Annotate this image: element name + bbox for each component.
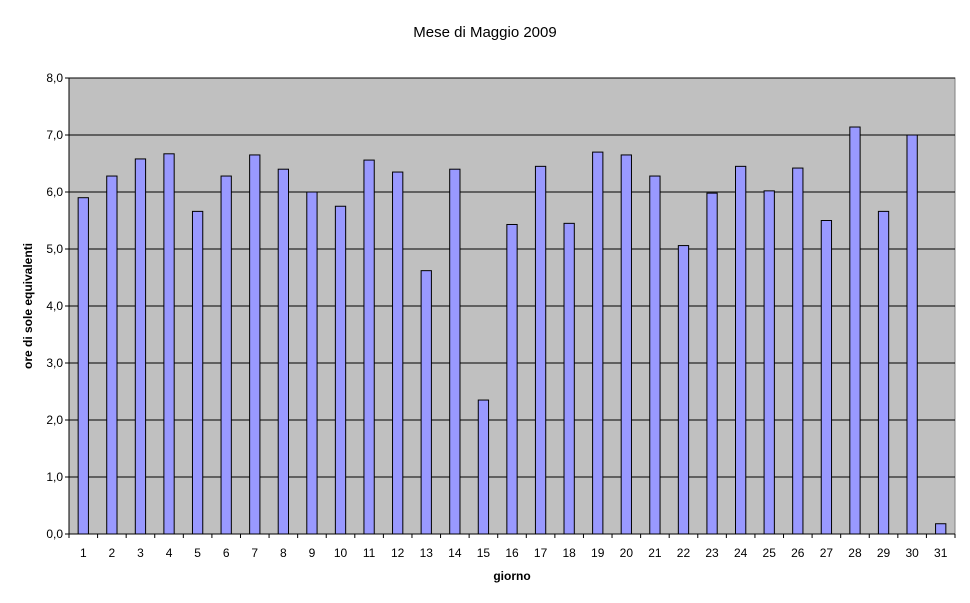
x-tick-label: 19 <box>591 546 605 560</box>
x-axis-label: giorno <box>493 569 530 583</box>
x-tick-label: 17 <box>534 546 548 560</box>
y-tick-label: 8,0 <box>46 71 63 85</box>
bar <box>620 154 632 535</box>
x-tick-label: 7 <box>251 546 258 560</box>
x-tick-label: 5 <box>194 546 201 560</box>
x-tick-label: 15 <box>477 546 491 560</box>
y-tick-label: 0,0 <box>46 527 63 541</box>
axes <box>65 77 956 538</box>
x-tick-label: 27 <box>820 546 834 560</box>
x-tick-label: 9 <box>309 546 316 560</box>
x-tick-label: 26 <box>791 546 805 560</box>
bars <box>77 126 947 535</box>
chart-title: Mese di Maggio 2009 <box>413 24 556 41</box>
x-tick-label: 30 <box>905 546 919 560</box>
x-tick-labels: 1 2 3 4 5 6 7 8 9 10 11 12 13 14 15 16 17 18 19 20 21 22 23 24 2… <box>80 546 948 560</box>
x-tick-label: 11 <box>363 546 376 560</box>
bar <box>592 151 604 535</box>
x-tick-label: 20 <box>620 546 634 560</box>
x-tick-label: 6 <box>223 546 230 560</box>
bar <box>134 158 147 535</box>
bar <box>677 245 690 535</box>
bar <box>449 168 461 535</box>
x-tick-label: 28 <box>848 546 862 560</box>
bar <box>277 168 289 535</box>
bar <box>906 134 918 535</box>
bar <box>877 210 890 535</box>
bar <box>334 205 347 535</box>
x-tick-label: 31 <box>934 546 948 560</box>
bar <box>649 175 661 535</box>
y-tick-label: 6,0 <box>46 185 63 199</box>
x-tick-label: 1 <box>80 546 87 560</box>
bar <box>849 126 861 535</box>
bar <box>363 159 375 535</box>
bar <box>420 270 432 535</box>
x-tick-label: 21 <box>648 546 662 560</box>
x-tick-label: 24 <box>734 546 748 560</box>
x-tick-label: 25 <box>763 546 777 560</box>
x-tick-label: 14 <box>448 546 462 560</box>
bar <box>792 167 804 535</box>
y-tick-label: 1,0 <box>46 470 63 484</box>
y-tick-label: 5,0 <box>46 242 63 256</box>
bar <box>706 192 718 535</box>
bar <box>477 399 490 535</box>
x-tick-label: 8 <box>280 546 287 560</box>
y-tick-label: 2,0 <box>46 413 63 427</box>
bar <box>392 171 404 535</box>
y-tick-labels: 0,0 1,0 2,0 3,0 4,0 5,0 6,0 7,0 8,0 <box>46 71 63 541</box>
x-tick-label: 3 <box>137 546 144 560</box>
x-tick-label: 10 <box>334 546 348 560</box>
bar <box>77 197 89 535</box>
bar <box>563 222 575 535</box>
x-tick-label: 22 <box>677 546 691 560</box>
bar <box>191 210 204 535</box>
x-tick-label: 18 <box>562 546 576 560</box>
bar <box>249 154 261 535</box>
y-tick-label: 7,0 <box>46 128 63 142</box>
y-tick-label: 4,0 <box>46 299 63 313</box>
x-tick-label: 29 <box>877 546 891 560</box>
bar <box>820 220 833 535</box>
bar <box>220 175 232 535</box>
y-axis-label: ore di sole equivalenti <box>21 243 35 369</box>
x-tick-label: 13 <box>420 546 434 560</box>
y-tick-label: 3,0 <box>46 356 63 370</box>
x-tick-label: 23 <box>705 546 719 560</box>
x-tick-label: 4 <box>166 546 173 560</box>
bar <box>763 190 775 535</box>
x-tick-label: 16 <box>505 546 519 560</box>
bar <box>506 223 518 535</box>
bar <box>735 165 747 535</box>
x-tick-label: 12 <box>391 546 405 560</box>
bar <box>163 153 175 535</box>
bar <box>935 523 947 535</box>
x-tick-label: 2 <box>109 546 116 560</box>
bar <box>306 191 318 535</box>
bar <box>534 165 547 535</box>
bar <box>106 175 118 535</box>
